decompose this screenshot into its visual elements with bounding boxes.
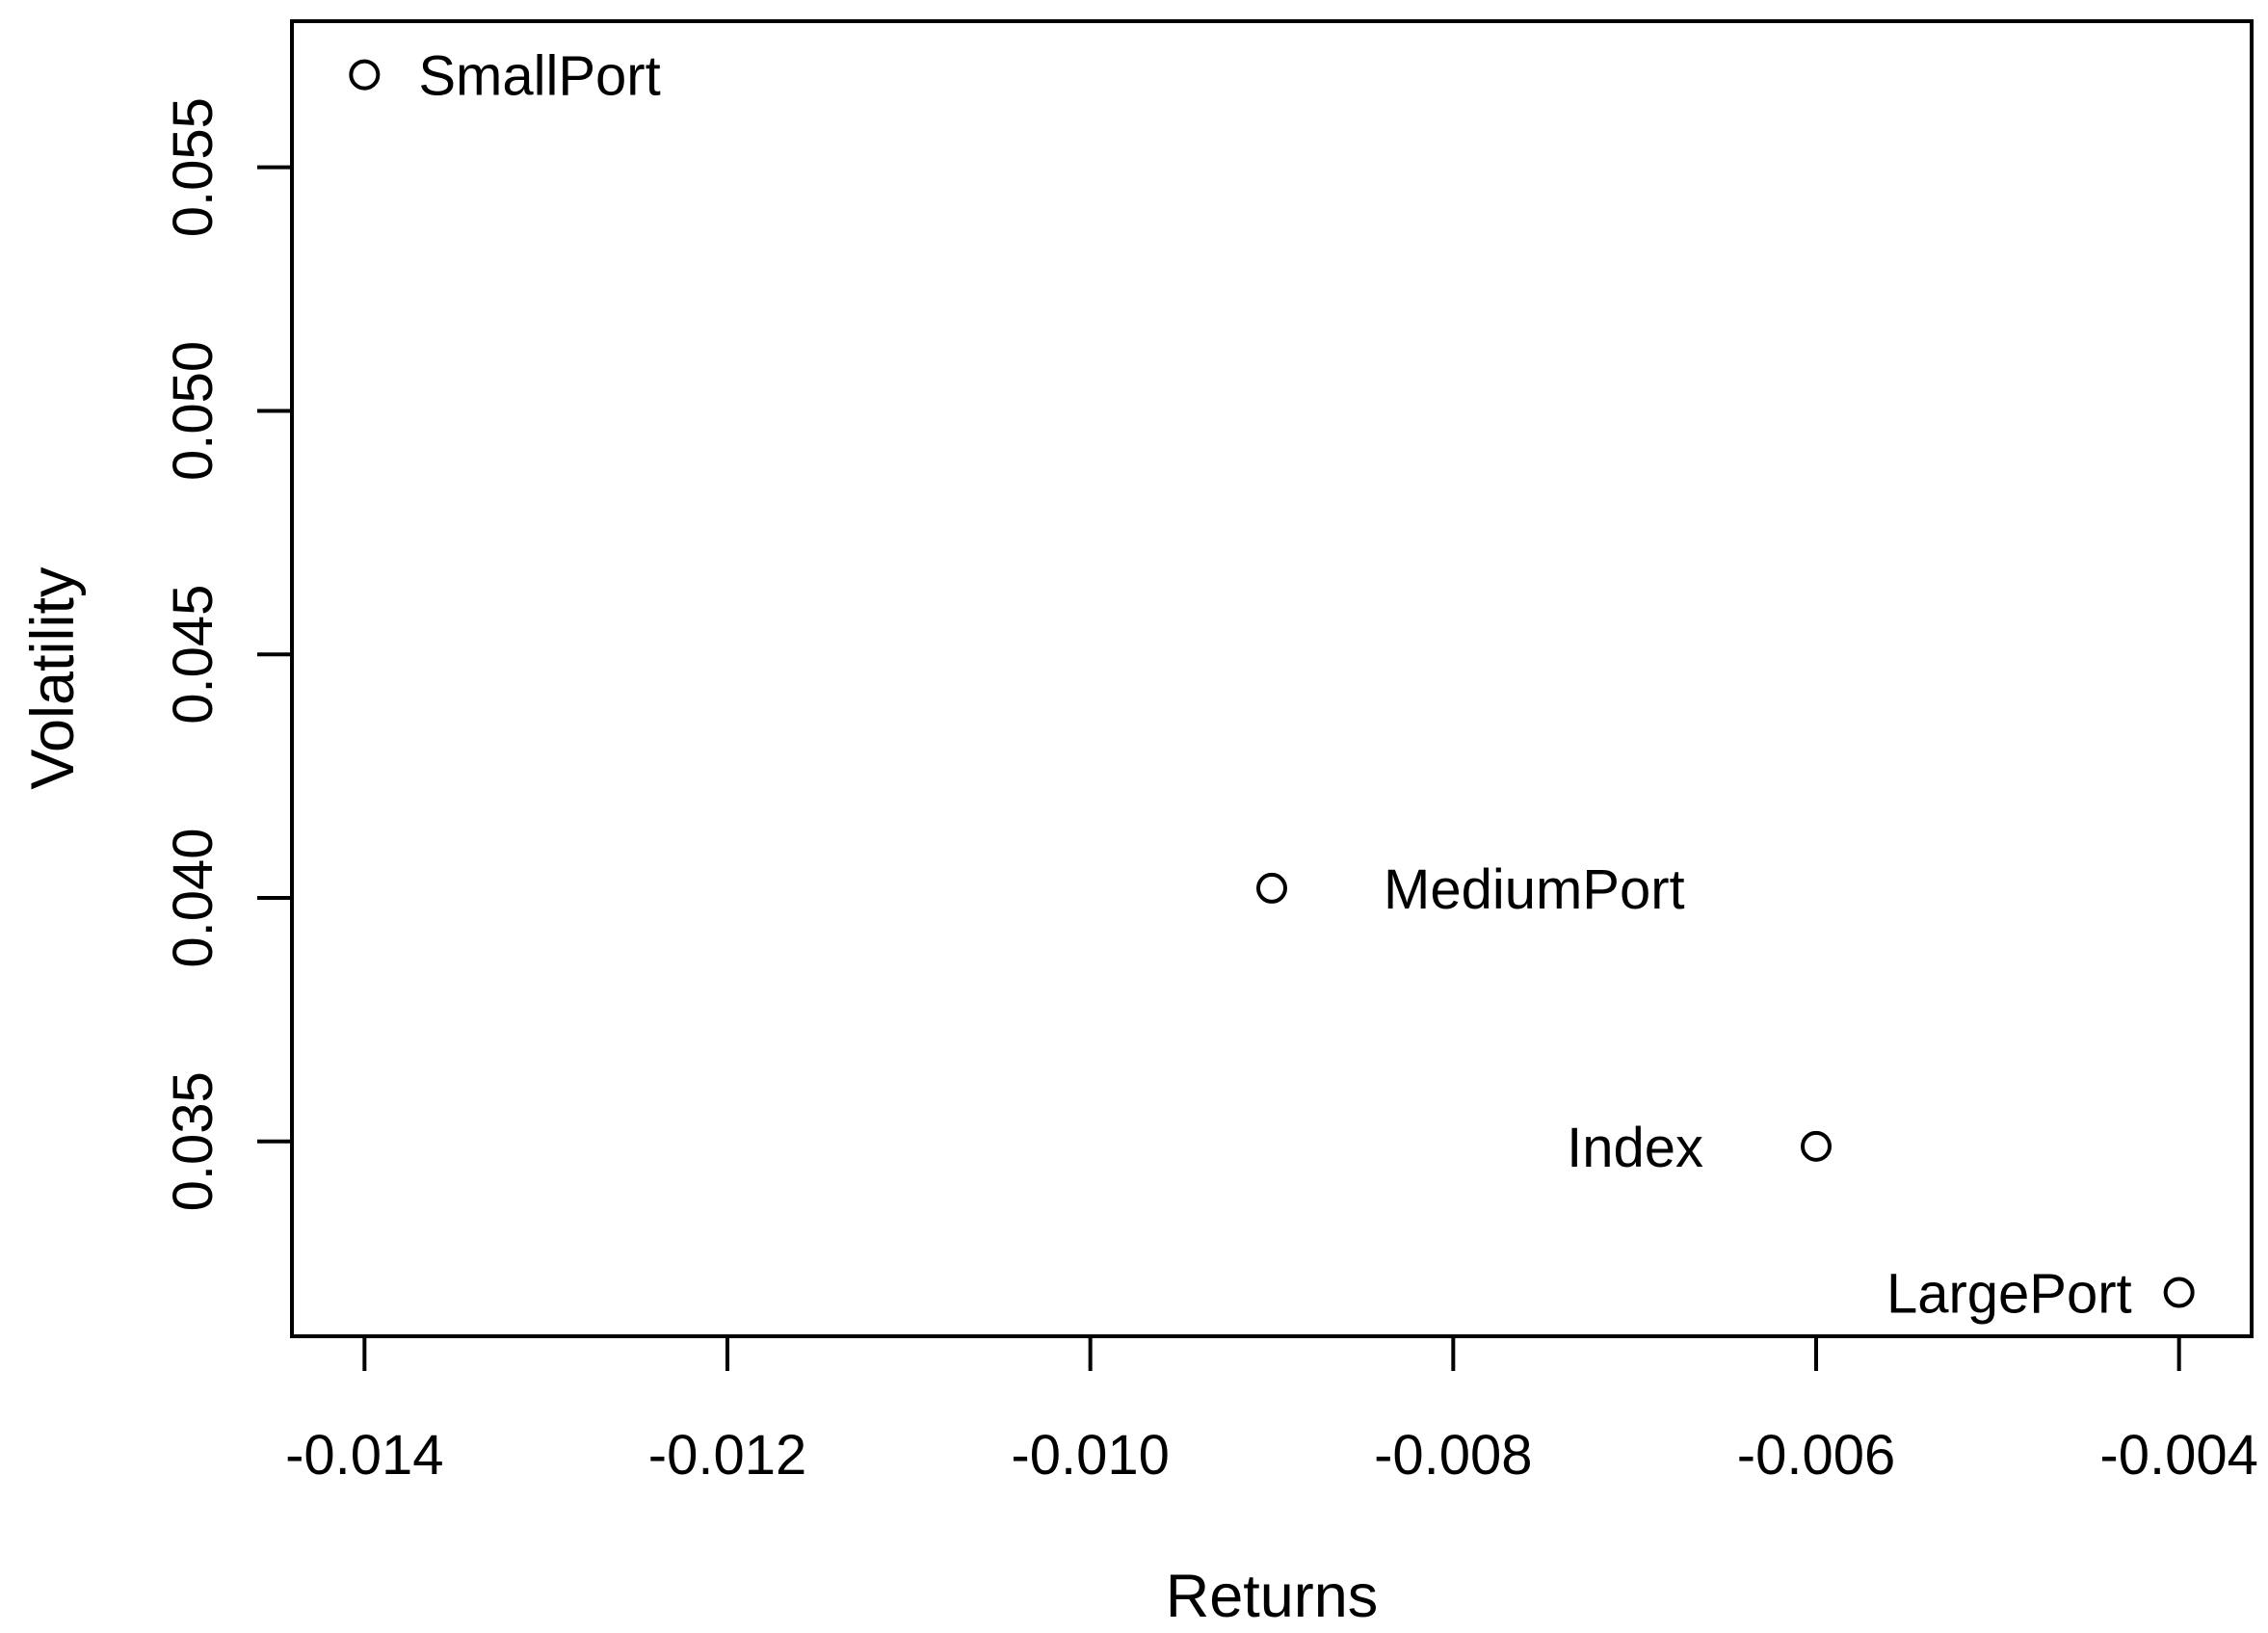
data-point-mediumport bbox=[1256, 872, 1287, 904]
x-tick-label: -0.004 bbox=[2099, 1424, 2257, 1487]
x-tick-label: -0.012 bbox=[648, 1424, 806, 1487]
x-axis: -0.014 -0.012 -0.010 -0.008 -0.006 -0.004 bbox=[285, 1336, 2258, 1487]
data-points: SmallPort MediumPort Index LargePort bbox=[349, 45, 2195, 1326]
plot-box bbox=[290, 19, 2254, 1338]
y-tick-label: 0.040 bbox=[162, 828, 224, 967]
data-point-largeport bbox=[2163, 1277, 2195, 1308]
y-tick-label: 0.055 bbox=[162, 97, 224, 237]
x-tick-label: -0.008 bbox=[1374, 1424, 1532, 1487]
point-label-mediumport: MediumPort bbox=[1384, 858, 1685, 921]
x-tick-label: -0.014 bbox=[285, 1424, 443, 1487]
y-axis: 0.035 0.040 0.045 0.050 0.055 bbox=[162, 97, 292, 1211]
x-tick-label: -0.010 bbox=[1011, 1424, 1169, 1487]
x-tick-label: -0.006 bbox=[1737, 1424, 1895, 1487]
y-tick-label: 0.035 bbox=[162, 1071, 224, 1211]
data-point-index bbox=[1801, 1130, 1832, 1162]
y-axis-label: Volatility bbox=[19, 566, 87, 790]
point-label-smallport: SmallPort bbox=[418, 45, 660, 108]
y-tick-label: 0.045 bbox=[162, 585, 224, 724]
point-label-largeport: LargePort bbox=[1886, 1263, 2132, 1326]
y-tick-label: 0.050 bbox=[162, 341, 224, 481]
x-axis-label: Returns bbox=[1166, 1563, 1379, 1630]
data-point-smallport bbox=[349, 59, 381, 91]
point-label-index: Index bbox=[1567, 1117, 1703, 1179]
